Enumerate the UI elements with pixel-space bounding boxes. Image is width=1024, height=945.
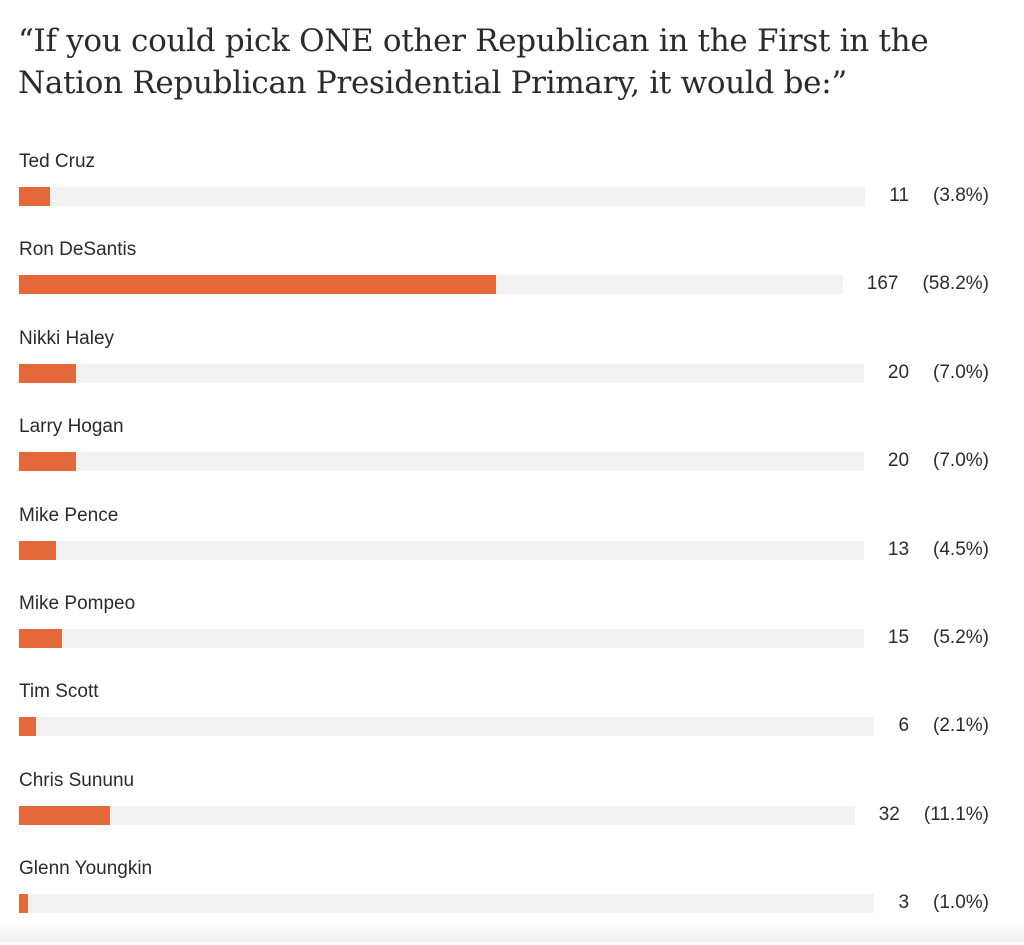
bar (19, 541, 56, 560)
bar-row: Glenn Youngkin (1.0%) 3 (0, 857, 1024, 945)
bar-label: Nikki Haley (19, 328, 115, 349)
count-label: 15 (887, 627, 910, 648)
percent-label: (5.2%) (933, 627, 989, 648)
bar-track (19, 717, 875, 736)
bar-label: Chris Sununu (19, 770, 135, 791)
bar-track (19, 894, 875, 913)
chart-title: “If you could pick ONE other Republican … (18, 23, 929, 101)
bar-label: Mike Pence (19, 505, 119, 526)
bar (19, 806, 110, 825)
bar (19, 717, 36, 736)
count-label: 13 (887, 539, 910, 560)
bar (19, 187, 50, 206)
percent-label: (7.0%) (933, 450, 989, 471)
bottom-shadow (0, 922, 1024, 942)
percent-label: (58.2%) (922, 273, 989, 294)
bar (19, 894, 28, 913)
bar (19, 452, 76, 471)
bar-row: Nikki Haley (7.0%) 20 (0, 327, 1024, 415)
bar-track (19, 452, 864, 471)
percent-label: (4.5%) (933, 539, 989, 560)
bar (19, 275, 496, 294)
bar-track (19, 364, 864, 383)
count-label: 32 (878, 804, 900, 825)
bar-label: Larry Hogan (19, 416, 124, 437)
bar-row: Ron DeSantis (58.2%) 167 (0, 238, 1024, 326)
percent-label: (11.1%) (923, 804, 989, 825)
count-label: 3 (898, 892, 910, 913)
bar-track (19, 275, 843, 294)
bar-row: Mike Pence (4.5%) 13 (0, 504, 1024, 592)
count-label: 11 (889, 185, 910, 206)
count-label: 167 (866, 273, 899, 294)
bar-row: Chris Sununu (11.1%) 32 (0, 769, 1024, 857)
count-label: 6 (898, 715, 910, 736)
percent-label: (7.0%) (933, 362, 989, 383)
bar (19, 629, 62, 648)
bar-row: Mike Pompeo (5.2%) 15 (0, 592, 1024, 680)
bar-track (19, 629, 864, 648)
bar-track (19, 187, 866, 206)
bar-row: Larry Hogan (7.0%) 20 (0, 415, 1024, 503)
count-label: 20 (887, 450, 910, 471)
bar-label: Glenn Youngkin (19, 858, 153, 879)
bar-track (19, 541, 864, 560)
percent-label: (1.0%) (933, 892, 989, 913)
bar-track (19, 806, 855, 825)
bar-label: Ron DeSantis (19, 239, 137, 260)
bar-label: Ted Cruz (19, 151, 96, 172)
percent-label: (2.1%) (933, 715, 989, 736)
percent-label: (3.8%) (933, 185, 989, 206)
bar-label: Mike Pompeo (19, 593, 136, 614)
bar (19, 364, 76, 383)
bar-label: Tim Scott (19, 681, 99, 702)
bar-row: Tim Scott (2.1%) 6 (0, 680, 1024, 768)
bar-row: Ted Cruz (3.8%) 11 (0, 150, 1024, 238)
count-label: 20 (887, 362, 910, 383)
